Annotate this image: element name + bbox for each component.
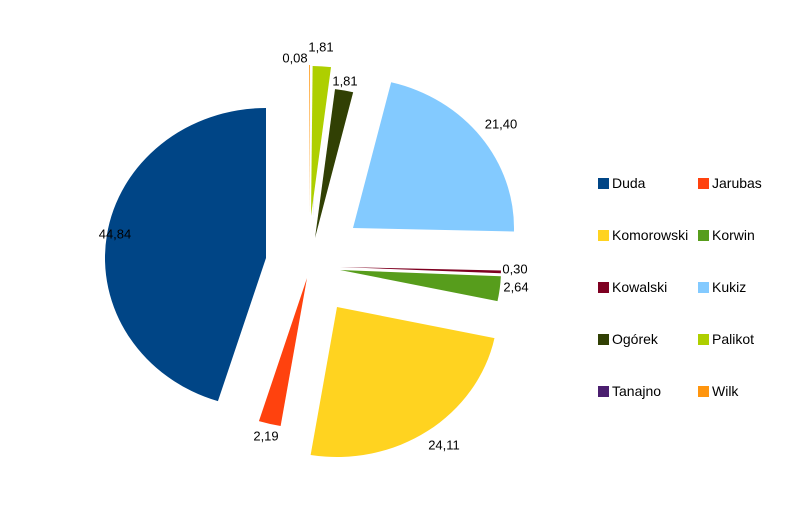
pie-slice-ogorek[interactable] (315, 89, 354, 238)
legend-item-kukiz[interactable]: Kukiz (698, 279, 798, 295)
legend-swatch-wilk (698, 385, 709, 397)
pie-slice-palikot[interactable] (311, 66, 332, 216)
pie-slice-duda[interactable] (104, 108, 266, 402)
slice-label-wilk: 0,08 (282, 50, 307, 65)
slice-label-korwin: 2,64 (503, 279, 528, 294)
legend-swatch-ogorek (598, 333, 609, 345)
slice-label-jarubas: 2,19 (253, 428, 278, 443)
legend-label-palikot: Palikot (712, 331, 755, 347)
legend-swatch-korwin (698, 229, 709, 241)
legend-swatch-kukiz (698, 281, 709, 293)
legend-swatch-duda (598, 177, 609, 189)
legend-item-duda[interactable]: Duda (598, 175, 698, 191)
legend-swatch-jarubas (698, 177, 709, 189)
pie-slice-jarubas[interactable] (258, 278, 307, 426)
legend-item-kowalski[interactable]: Kowalski (598, 279, 698, 295)
legend-label-ogorek: Ogórek (612, 331, 658, 347)
legend-label-tanajno: Tanajno (612, 383, 662, 399)
legend-item-palikot[interactable]: Palikot (698, 331, 798, 347)
legend-swatch-palikot (698, 333, 709, 345)
pie-slices (104, 64, 515, 457)
slice-label-palikot: 1,81 (308, 39, 333, 54)
legend-item-komorowski[interactable]: Komorowski (598, 227, 698, 243)
pie-slice-kukiz[interactable] (353, 82, 515, 232)
legend-swatch-komorowski (598, 229, 609, 241)
legend-label-korwin: Korwin (712, 227, 755, 243)
legend-item-tanajno[interactable]: Tanajno (598, 383, 698, 399)
pie-slice-wilk[interactable] (309, 64, 310, 215)
slice-label-komorowski: 24,11 (428, 437, 460, 452)
legend-swatch-tanajno (598, 385, 609, 397)
slice-label-ogorek: 1,81 (332, 73, 357, 88)
legend-swatch-kowalski (598, 281, 609, 293)
pie-slice-komorowski[interactable] (310, 307, 495, 457)
legend-label-kukiz: Kukiz (712, 279, 747, 295)
legend-item-korwin[interactable]: Korwin (698, 227, 798, 243)
legend-item-wilk[interactable]: Wilk (698, 383, 798, 399)
legend-label-wilk: Wilk (712, 383, 739, 399)
legend-label-komorowski: Komorowski (612, 227, 689, 243)
legend-label-duda: Duda (612, 175, 646, 191)
legend-item-ogorek[interactable]: Ogórek (598, 331, 698, 347)
legend-label-jarubas: Jarubas (712, 175, 762, 191)
chart-legend: Duda Jarubas Komorowski Korwin Kowalski Kukiz… (598, 157, 798, 417)
slice-label-duda: 44,84 (99, 226, 132, 241)
slice-label-kukiz: 21,40 (485, 116, 518, 131)
legend-label-kowalski: Kowalski (612, 279, 668, 295)
pie-slice-korwin[interactable] (340, 270, 501, 302)
legend-item-jarubas[interactable]: Jarubas (698, 175, 798, 191)
pie-slice-kowalski[interactable] (340, 267, 501, 274)
slice-label-kowalski: 0,30 (502, 261, 527, 276)
